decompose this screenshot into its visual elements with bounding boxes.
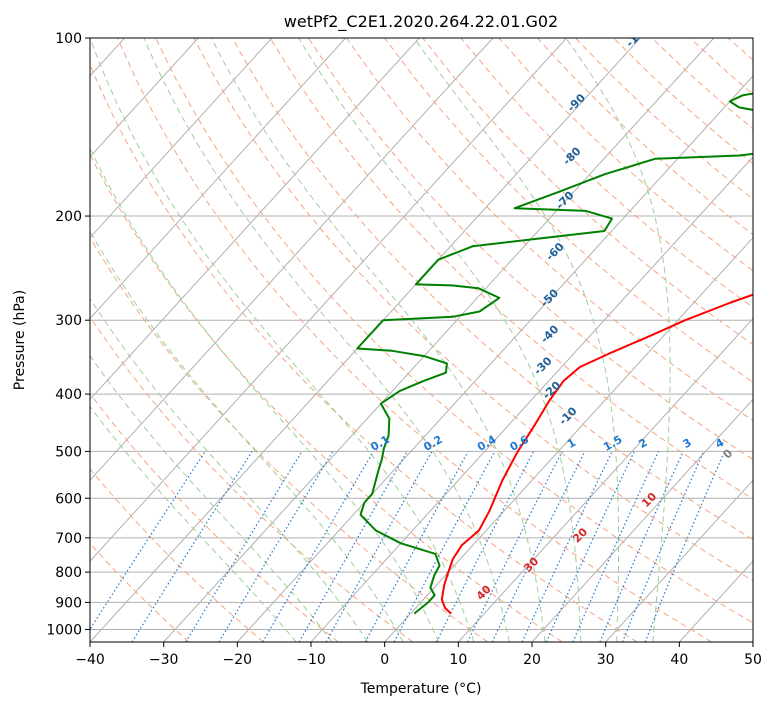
profile-series-line — [440, 293, 753, 615]
isotherm-line — [236, 75, 753, 642]
isotherm-line — [90, 38, 420, 401]
isotherm-line — [90, 38, 346, 320]
mixing-ratio-line — [599, 451, 684, 642]
moist-adiabat-line — [413, 38, 620, 642]
moist-adiabat-line — [90, 354, 333, 642]
profile-lines — [356, 92, 753, 615]
background-lines — [90, 38, 753, 642]
mixing-ratio-line — [185, 451, 303, 642]
x-tick-label: −30 — [149, 652, 179, 668]
dry-adiabat-line — [155, 38, 753, 624]
moist-adiabat-line — [90, 147, 439, 642]
dry-adiabat-line — [269, 38, 753, 500]
mixing-ratio-line — [572, 451, 660, 642]
x-tick-label: 0 — [380, 652, 389, 668]
x-axis-title: Temperature (°C) — [360, 681, 482, 697]
x-tick-label: 10 — [449, 652, 467, 668]
mixing-ratio-line — [621, 451, 705, 642]
moist-adiabat-line — [90, 297, 369, 642]
mixing-ratio-line — [435, 451, 535, 642]
isotherm-line — [90, 38, 273, 239]
moist-adiabat-line — [90, 38, 475, 642]
y-tick-label: 500 — [55, 444, 82, 460]
isotherm-line — [605, 479, 753, 642]
x-tick-label: −40 — [75, 652, 105, 668]
height-label: -100 — [623, 21, 652, 50]
dry-adiabat-line — [117, 38, 712, 642]
mixing-ratio-label: 6 — [762, 436, 775, 451]
dry-adiabat-line — [90, 63, 638, 642]
x-tick-label: −10 — [296, 652, 326, 668]
x-tick-label: 20 — [523, 652, 541, 668]
profile-series-line — [356, 92, 753, 615]
isotherm-line — [90, 38, 199, 158]
moist-adiabat-line — [298, 38, 582, 642]
isotherm-line — [384, 236, 753, 642]
dry-adiabat-line — [90, 468, 264, 642]
y-tick-label: 300 — [55, 313, 82, 329]
x-tick-label: 40 — [670, 652, 688, 668]
y-tick-label: 100 — [55, 31, 82, 47]
moist-adiabat-line — [565, 38, 671, 642]
dry-adiabat-line — [193, 38, 753, 582]
dry-adiabat-line — [90, 153, 563, 642]
x-axis: −40 −30 −20 −10 0 10 20 30 40 50 — [75, 642, 762, 668]
dry-adiabat-line — [307, 38, 753, 460]
mixing-ratio-line — [644, 451, 726, 642]
y-tick-label: 600 — [55, 491, 82, 507]
moist-adiabat-line — [90, 405, 297, 642]
y-tick-label: 700 — [55, 531, 82, 547]
x-tick-label: −20 — [223, 652, 253, 668]
moist-adiabat-line — [211, 38, 546, 642]
mixing-ratio-line — [364, 451, 469, 642]
x-tick-label: 30 — [597, 652, 615, 668]
mixing-ratio-line — [90, 451, 206, 631]
y-axis: 100 200 300 400 500 600 700 800 900 1000 — [46, 31, 90, 638]
dry-adiabat-line — [346, 38, 753, 422]
y-tick-label: 900 — [55, 595, 82, 611]
isotherm-line — [163, 38, 715, 642]
moist-adiabat-line — [143, 38, 510, 642]
isotherm-line — [457, 317, 753, 642]
x-tick-label: 50 — [744, 652, 762, 668]
y-tick-label: 1000 — [46, 622, 82, 638]
isotherm-line — [90, 38, 494, 482]
isotherm-line — [752, 641, 753, 642]
moist-adiabat-line — [90, 230, 404, 642]
isotherm-line — [90, 38, 567, 562]
y-axis-title: Pressure (hPa) — [12, 290, 28, 390]
y-tick-label: 800 — [55, 565, 82, 581]
dry-adiabat-line — [90, 542, 190, 642]
isotherm-line — [531, 398, 753, 642]
chart-title: wetPf2_C2E1.2020.264.22.01.G02 — [284, 12, 558, 32]
mixing-ratio-line — [298, 451, 408, 642]
y-tick-label: 200 — [55, 209, 82, 225]
mixing-ratio-line — [466, 451, 563, 642]
mixing-ratio-line — [325, 451, 433, 642]
y-tick-label: 400 — [55, 387, 82, 403]
plot-frame — [89, 37, 754, 643]
